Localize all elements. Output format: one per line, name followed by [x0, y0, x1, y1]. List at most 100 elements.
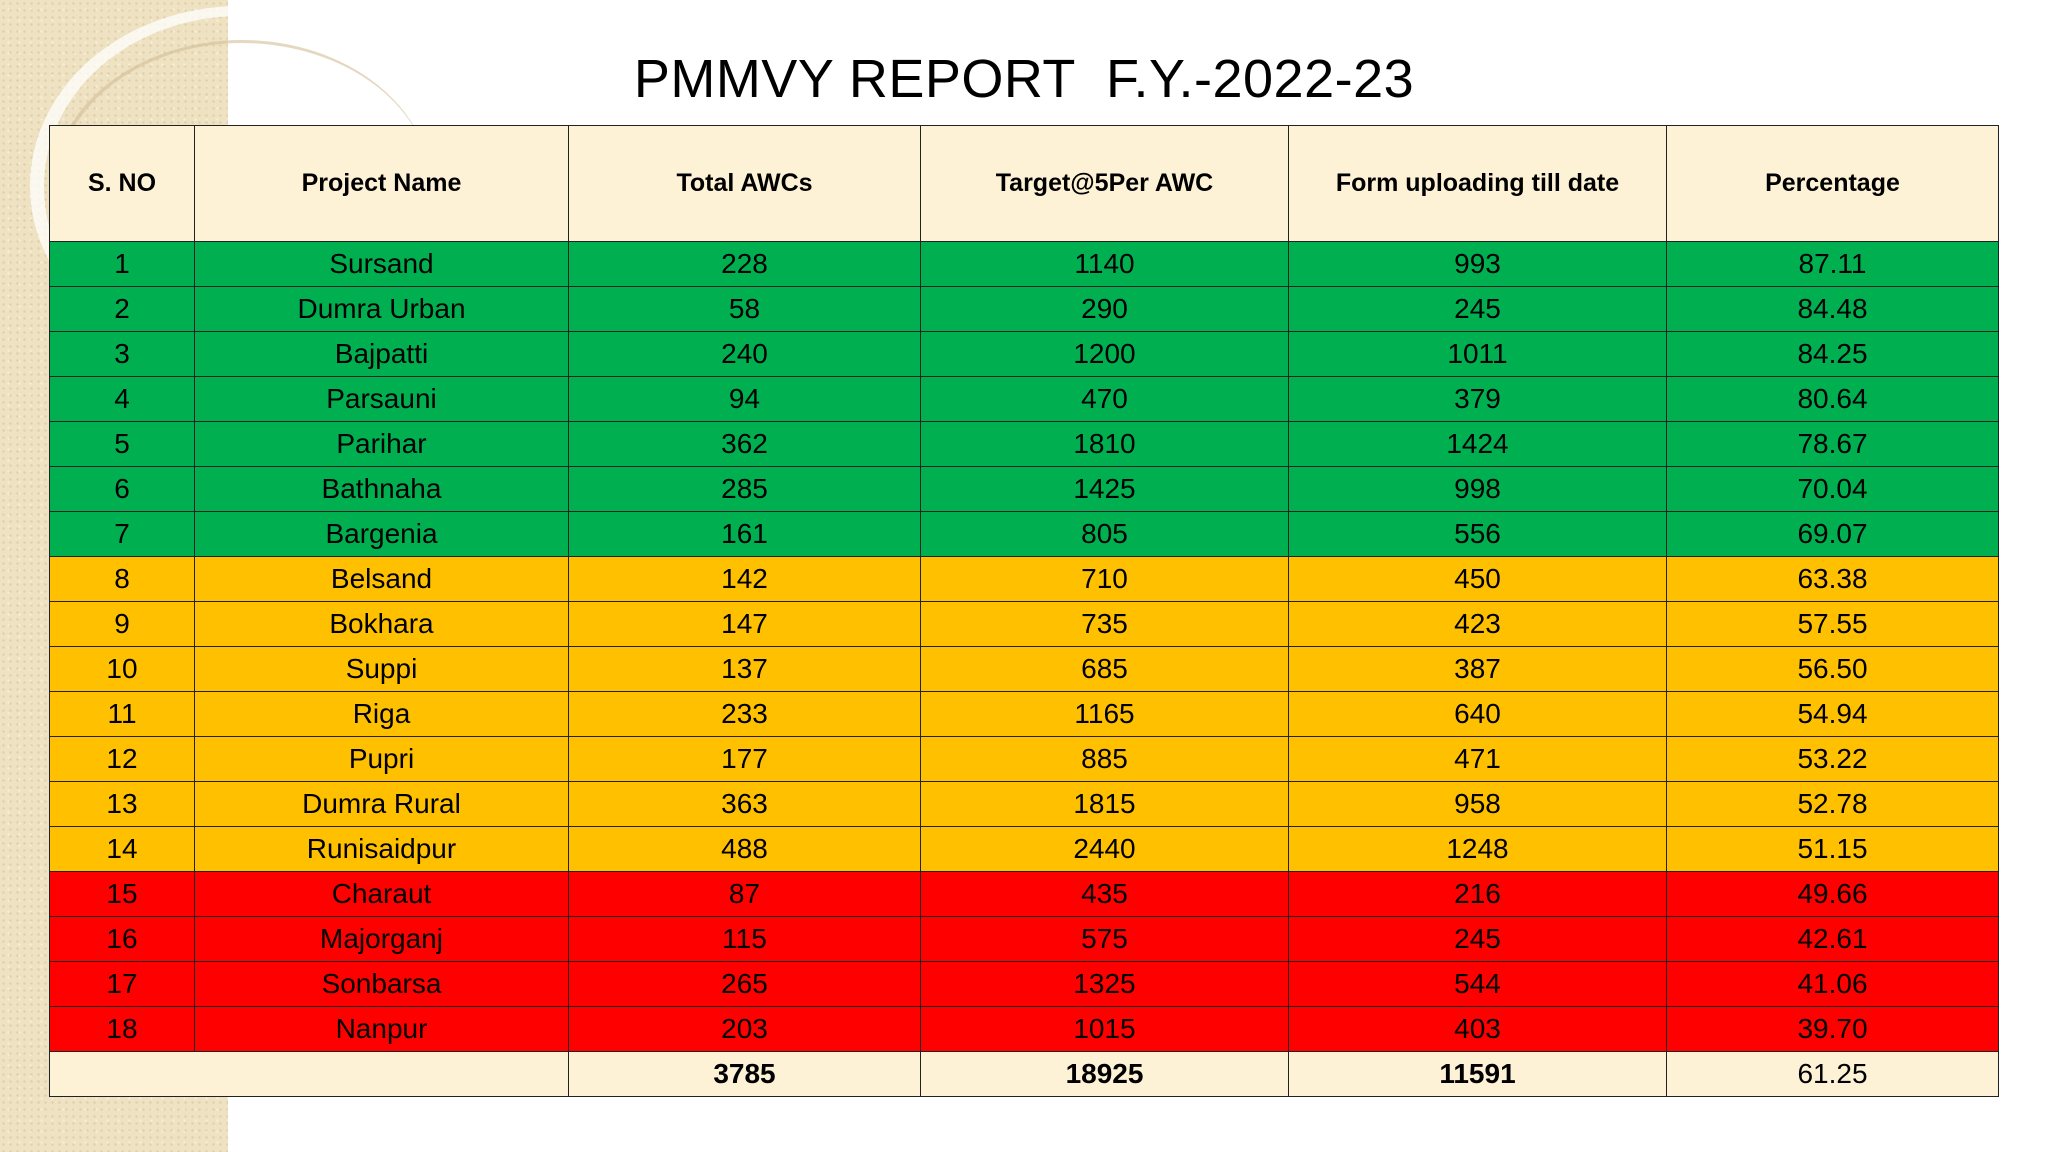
column-header-total-awcs: Total AWCs — [568, 125, 921, 242]
form-uploaded-cell: 998 — [1288, 466, 1667, 512]
percentage-cell: 52.78 — [1666, 781, 1999, 827]
sno-cell: 3 — [49, 331, 195, 377]
sno-cell: 11 — [49, 691, 195, 737]
total-awcs-cell: 285 — [568, 466, 921, 512]
sno-cell: 10 — [49, 646, 195, 692]
target-cell: 290 — [920, 286, 1289, 332]
total-percentage-cell: 61.25 — [1666, 1051, 1999, 1097]
percentage-cell: 56.50 — [1666, 646, 1999, 692]
project-name-cell: Dumra Rural — [194, 781, 569, 827]
column-header-percentage: Percentage — [1666, 125, 1999, 242]
total-awcs-cell: 265 — [568, 961, 921, 1007]
sno-cell: 1 — [49, 241, 195, 287]
pmmvy-report-table: S. NO Project Name Total AWCs Target@5Pe… — [49, 125, 1999, 1097]
column-header-sno: S. NO — [49, 125, 195, 242]
target-cell: 1810 — [920, 421, 1289, 467]
total-awcs-cell: 177 — [568, 736, 921, 782]
target-cell: 1425 — [920, 466, 1289, 512]
table-header-row: S. NO Project Name Total AWCs Target@5Pe… — [49, 125, 1999, 242]
percentage-cell: 87.11 — [1666, 241, 1999, 287]
sno-cell: 7 — [49, 511, 195, 557]
sno-cell: 12 — [49, 736, 195, 782]
percentage-cell: 70.04 — [1666, 466, 1999, 512]
table-row: 9 Bokhara 147 735 423 57.55 — [49, 601, 1999, 647]
form-uploaded-cell: 245 — [1288, 286, 1667, 332]
sno-cell: 17 — [49, 961, 195, 1007]
target-cell: 1140 — [920, 241, 1289, 287]
form-uploaded-cell: 544 — [1288, 961, 1667, 1007]
table-row: 5 Parihar 362 1810 1424 78.67 — [49, 421, 1999, 467]
sno-cell: 4 — [49, 376, 195, 422]
percentage-cell: 80.64 — [1666, 376, 1999, 422]
form-uploaded-cell: 556 — [1288, 511, 1667, 557]
form-uploaded-cell: 1424 — [1288, 421, 1667, 467]
form-uploaded-cell: 640 — [1288, 691, 1667, 737]
form-uploaded-cell: 387 — [1288, 646, 1667, 692]
target-cell: 710 — [920, 556, 1289, 602]
percentage-cell: 57.55 — [1666, 601, 1999, 647]
sno-cell: 13 — [49, 781, 195, 827]
total-awcs-cell: 58 — [568, 286, 921, 332]
total-awcs-cell: 142 — [568, 556, 921, 602]
project-name-cell: Bathnaha — [194, 466, 569, 512]
total-awcs-cell: 240 — [568, 331, 921, 377]
project-name-cell: Dumra Urban — [194, 286, 569, 332]
sno-cell: 14 — [49, 826, 195, 872]
project-name-cell: Runisaidpur — [194, 826, 569, 872]
project-name-cell: Sonbarsa — [194, 961, 569, 1007]
table-row: 7 Bargenia 161 805 556 69.07 — [49, 511, 1999, 557]
table-row: 10 Suppi 137 685 387 56.50 — [49, 646, 1999, 692]
report-title: PMMVY REPORT F.Y.-2022-23 — [633, 49, 1415, 109]
project-name-cell: Nanpur — [194, 1006, 569, 1052]
target-cell: 575 — [920, 916, 1289, 962]
table-row: 16 Majorganj 115 575 245 42.61 — [49, 916, 1999, 962]
project-name-cell: Bargenia — [194, 511, 569, 557]
percentage-cell: 84.25 — [1666, 331, 1999, 377]
project-name-cell: Belsand — [194, 556, 569, 602]
sno-cell: 18 — [49, 1006, 195, 1052]
project-name-cell: Parsauni — [194, 376, 569, 422]
percentage-cell: 54.94 — [1666, 691, 1999, 737]
sno-cell: 8 — [49, 556, 195, 602]
table-row: 3 Bajpatti 240 1200 1011 84.25 — [49, 331, 1999, 377]
percentage-cell: 69.07 — [1666, 511, 1999, 557]
table-body: 1 Sursand 228 1140 993 87.11 2 Dumra Urban 58 290… — [49, 241, 1999, 1052]
form-uploaded-cell: 958 — [1288, 781, 1667, 827]
form-uploaded-cell: 450 — [1288, 556, 1667, 602]
percentage-cell: 41.06 — [1666, 961, 1999, 1007]
total-awcs-cell: 228 — [568, 241, 921, 287]
total-awcs-cell: 233 — [568, 691, 921, 737]
form-uploaded-cell: 379 — [1288, 376, 1667, 422]
target-cell: 470 — [920, 376, 1289, 422]
sno-cell: 16 — [49, 916, 195, 962]
percentage-cell: 49.66 — [1666, 871, 1999, 917]
percentage-cell: 63.38 — [1666, 556, 1999, 602]
target-cell: 1165 — [920, 691, 1289, 737]
percentage-cell: 84.48 — [1666, 286, 1999, 332]
target-cell: 2440 — [920, 826, 1289, 872]
table-row: 15 Charaut 87 435 216 49.66 — [49, 871, 1999, 917]
sno-cell: 5 — [49, 421, 195, 467]
total-awcs-cell: 147 — [568, 601, 921, 647]
table-row: 4 Parsauni 94 470 379 80.64 — [49, 376, 1999, 422]
table-row: 14 Runisaidpur 488 2440 1248 51.15 — [49, 826, 1999, 872]
form-uploaded-cell: 1248 — [1288, 826, 1667, 872]
table-row: 12 Pupri 177 885 471 53.22 — [49, 736, 1999, 782]
sno-cell: 15 — [49, 871, 195, 917]
column-header-form-uploading: Form uploading till date — [1288, 125, 1667, 242]
project-name-cell: Riga — [194, 691, 569, 737]
total-awcs-cell: 87 — [568, 871, 921, 917]
project-name-cell: Parihar — [194, 421, 569, 467]
form-uploaded-cell: 423 — [1288, 601, 1667, 647]
sno-cell: 6 — [49, 466, 195, 512]
target-cell: 685 — [920, 646, 1289, 692]
total-target-cell: 18925 — [920, 1051, 1289, 1097]
project-name-cell: Pupri — [194, 736, 569, 782]
target-cell: 805 — [920, 511, 1289, 557]
table-row: 17 Sonbarsa 265 1325 544 41.06 — [49, 961, 1999, 1007]
table-row: 18 Nanpur 203 1015 403 39.70 — [49, 1006, 1999, 1052]
table-row: 2 Dumra Urban 58 290 245 84.48 — [49, 286, 1999, 332]
project-name-cell: Bajpatti — [194, 331, 569, 377]
table-row: 13 Dumra Rural 363 1815 958 52.78 — [49, 781, 1999, 827]
form-uploaded-cell: 245 — [1288, 916, 1667, 962]
